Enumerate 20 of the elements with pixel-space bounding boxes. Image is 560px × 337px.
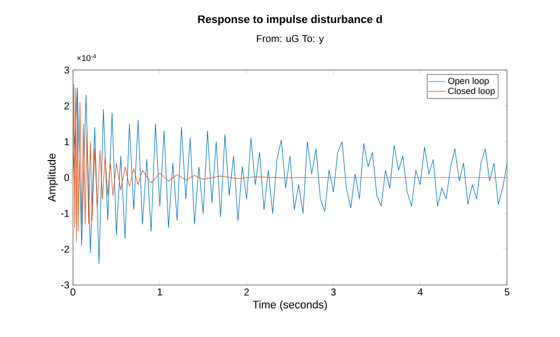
chart-title: Response to impulse disturbance d bbox=[198, 15, 382, 26]
x-tick-label: 2 bbox=[244, 288, 249, 296]
x-tick-label: 1 bbox=[158, 288, 162, 296]
y-tick-label: 1 bbox=[64, 138, 69, 146]
y-tick-label: -1 bbox=[61, 210, 69, 217]
y-tick-label: 3 bbox=[64, 66, 70, 74]
x-tick-label: 4 bbox=[418, 288, 423, 296]
y-tick-label: -2 bbox=[61, 246, 69, 253]
legend-label: Closed loop bbox=[448, 87, 495, 96]
x-tick-label: 3 bbox=[331, 288, 336, 296]
text: ×10$^{-4}$ bbox=[77, 54, 96, 62]
legend-label: Open loop bbox=[448, 77, 489, 86]
x-tick-label: 0 bbox=[70, 288, 76, 296]
y-tick-label: -3 bbox=[61, 281, 70, 289]
x-tick-label: 5 bbox=[504, 288, 510, 296]
x-axis-title: Time (seconds) bbox=[252, 300, 327, 311]
y-tick-label: 2 bbox=[64, 102, 69, 110]
y-axis-title: Amplitude bbox=[48, 154, 58, 202]
chart-subtitle: From: uG To: y bbox=[256, 35, 324, 44]
y-tick-label: 0 bbox=[64, 174, 70, 182]
